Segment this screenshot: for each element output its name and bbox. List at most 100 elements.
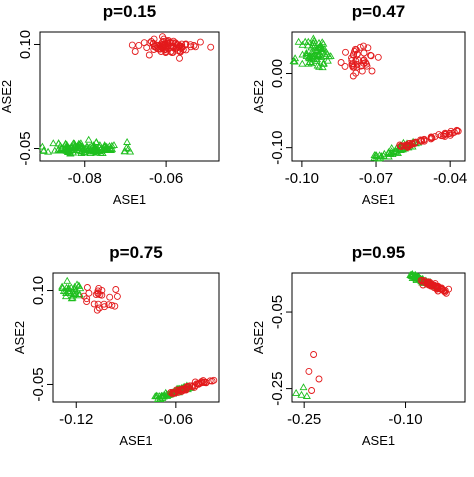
triangle-point	[313, 61, 322, 69]
y-axis-label: ASE2	[0, 80, 14, 113]
triangle-point	[372, 152, 381, 160]
circle-point	[348, 62, 356, 70]
circle-point	[96, 291, 104, 299]
circle-point	[171, 389, 179, 397]
triangle-point	[384, 148, 393, 156]
y-tick-label: -0.05	[269, 295, 286, 329]
triangle-point	[298, 59, 307, 67]
circle-point	[358, 67, 366, 75]
triangle-point	[92, 148, 101, 156]
triangle-point	[76, 139, 85, 147]
circle-point	[356, 43, 364, 51]
y-axis-label: ASE2	[251, 80, 266, 113]
triangle-point	[370, 151, 379, 159]
circle-point	[101, 303, 108, 311]
circle-point	[353, 60, 361, 68]
circle-point	[83, 284, 91, 291]
circle-point	[374, 53, 382, 61]
circle-point	[348, 57, 356, 65]
triangle-point	[313, 52, 322, 60]
x-tick-label: -0.06	[149, 170, 183, 187]
circle-point	[341, 62, 349, 70]
circle-point	[145, 51, 153, 59]
circle-point	[359, 57, 367, 65]
triangle-point	[315, 42, 324, 50]
y-tick-label: 0.00	[269, 59, 286, 88]
triangle-point	[384, 152, 393, 160]
triangle-point	[57, 144, 66, 152]
x-tick-label: -0.08	[68, 170, 102, 187]
circle-point	[146, 39, 154, 47]
circle-point	[360, 49, 368, 57]
circle-point	[454, 127, 462, 135]
triangle-point	[70, 139, 79, 147]
circle-point	[113, 292, 121, 300]
circle-point	[432, 283, 439, 291]
circle-point	[411, 139, 419, 147]
triangle-point	[59, 287, 68, 295]
triangle-point	[321, 51, 330, 59]
circle-point	[305, 367, 313, 375]
triangle-point	[121, 147, 129, 155]
y-tick-label: 0.10	[30, 276, 47, 305]
y-axis-label: ASE2	[12, 321, 27, 354]
triangle-point	[74, 141, 82, 149]
triangle-point	[299, 383, 308, 391]
triangle-point	[302, 49, 311, 56]
data-points	[292, 269, 453, 399]
triangle-point	[414, 138, 423, 146]
circle-point	[427, 281, 434, 289]
circle-point	[202, 378, 210, 386]
circle-point	[178, 387, 186, 395]
triangle-point	[156, 394, 165, 402]
x-tick-label: -0.04	[433, 170, 467, 187]
triangle-point	[313, 55, 322, 63]
circle-point	[353, 50, 361, 58]
triangle-point	[92, 138, 101, 145]
circle-point	[308, 387, 316, 394]
triangle-point	[105, 142, 114, 150]
x-axis-label: ASE1	[113, 192, 146, 207]
circle-point	[192, 43, 199, 51]
circle-point	[427, 135, 435, 143]
triangle-point	[326, 52, 335, 60]
triangle-point	[323, 50, 332, 58]
triangle-point	[418, 274, 427, 282]
circle-point	[112, 286, 120, 293]
circle-point	[196, 38, 204, 46]
triangle-point	[123, 137, 132, 145]
circle-point	[360, 42, 367, 50]
triangle-point	[318, 38, 327, 46]
y-tick-label: 0.10	[17, 30, 34, 59]
circle-point	[93, 306, 101, 314]
circle-point	[178, 40, 186, 48]
circle-point	[108, 301, 116, 309]
x-tick-label: -0.10	[388, 411, 422, 428]
triangle-point	[75, 290, 84, 297]
y-tick-label: -0.05	[30, 367, 47, 401]
circle-point	[94, 287, 102, 295]
triangle-point	[61, 292, 70, 300]
triangle-point	[74, 281, 83, 289]
triangle-point	[318, 44, 327, 52]
panel-title: p=0.95	[352, 243, 405, 262]
circle-point	[417, 136, 424, 144]
circle-point	[190, 42, 198, 49]
circle-point	[83, 298, 91, 306]
triangle-point	[312, 45, 321, 53]
triangle-point	[65, 288, 74, 296]
circle-point	[210, 376, 218, 384]
circle-point	[159, 33, 166, 41]
triangle-point	[95, 141, 104, 149]
circle-point	[128, 41, 136, 49]
circle-point	[83, 295, 91, 303]
plot-frame	[39, 31, 220, 162]
circle-point	[310, 351, 318, 358]
circle-point	[172, 44, 180, 52]
triangle-point	[319, 59, 328, 67]
circle-point	[176, 54, 183, 62]
triangle-point	[291, 54, 300, 62]
x-tick-label: -0.06	[159, 411, 193, 428]
triangle-point	[309, 34, 318, 42]
